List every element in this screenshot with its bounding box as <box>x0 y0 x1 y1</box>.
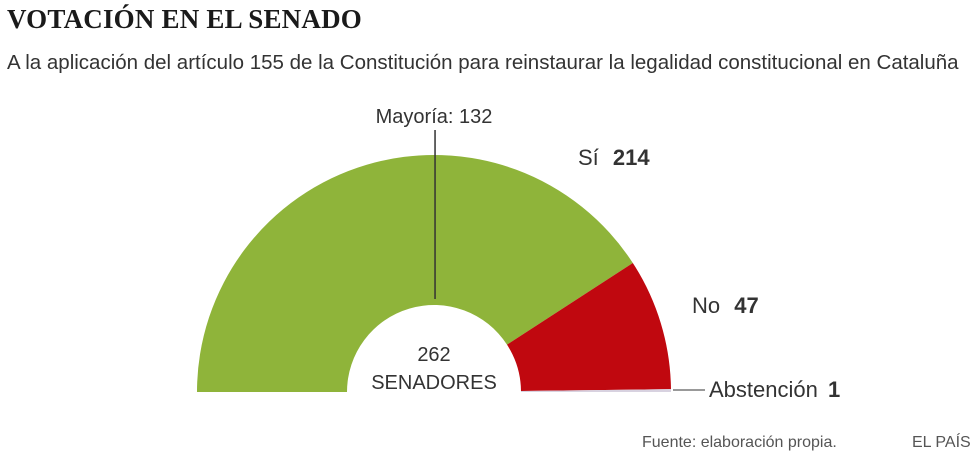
total-label: SENADORES <box>371 372 497 394</box>
label-no-name: No <box>692 293 720 318</box>
slice-abstencin <box>520 389 671 392</box>
slice-s <box>197 154 633 392</box>
total-number: 262 <box>417 344 450 366</box>
label-si-value: 214 <box>613 145 650 170</box>
label-abstencion-name: Abstención <box>709 377 818 402</box>
label-si-name: Sí <box>578 145 599 170</box>
slice-no <box>506 263 671 391</box>
chart-subtitle: A la aplicación del artículo 155 de la C… <box>7 51 959 74</box>
majority-label: Mayoría: 132 <box>376 106 493 128</box>
slices-group <box>197 154 671 392</box>
chart-title: VOTACIÓN EN EL SENADO <box>7 4 362 34</box>
label-si: Sí 214 <box>578 145 650 170</box>
label-abstencion: Abstención 1 <box>709 377 840 402</box>
source-text: Fuente: elaboración propia. <box>642 434 837 451</box>
label-no-value: 47 <box>734 293 758 318</box>
brand-text: EL PAÍS <box>912 434 971 451</box>
label-abstencion-value: 1 <box>828 377 840 402</box>
label-no: No 47 <box>692 293 759 318</box>
